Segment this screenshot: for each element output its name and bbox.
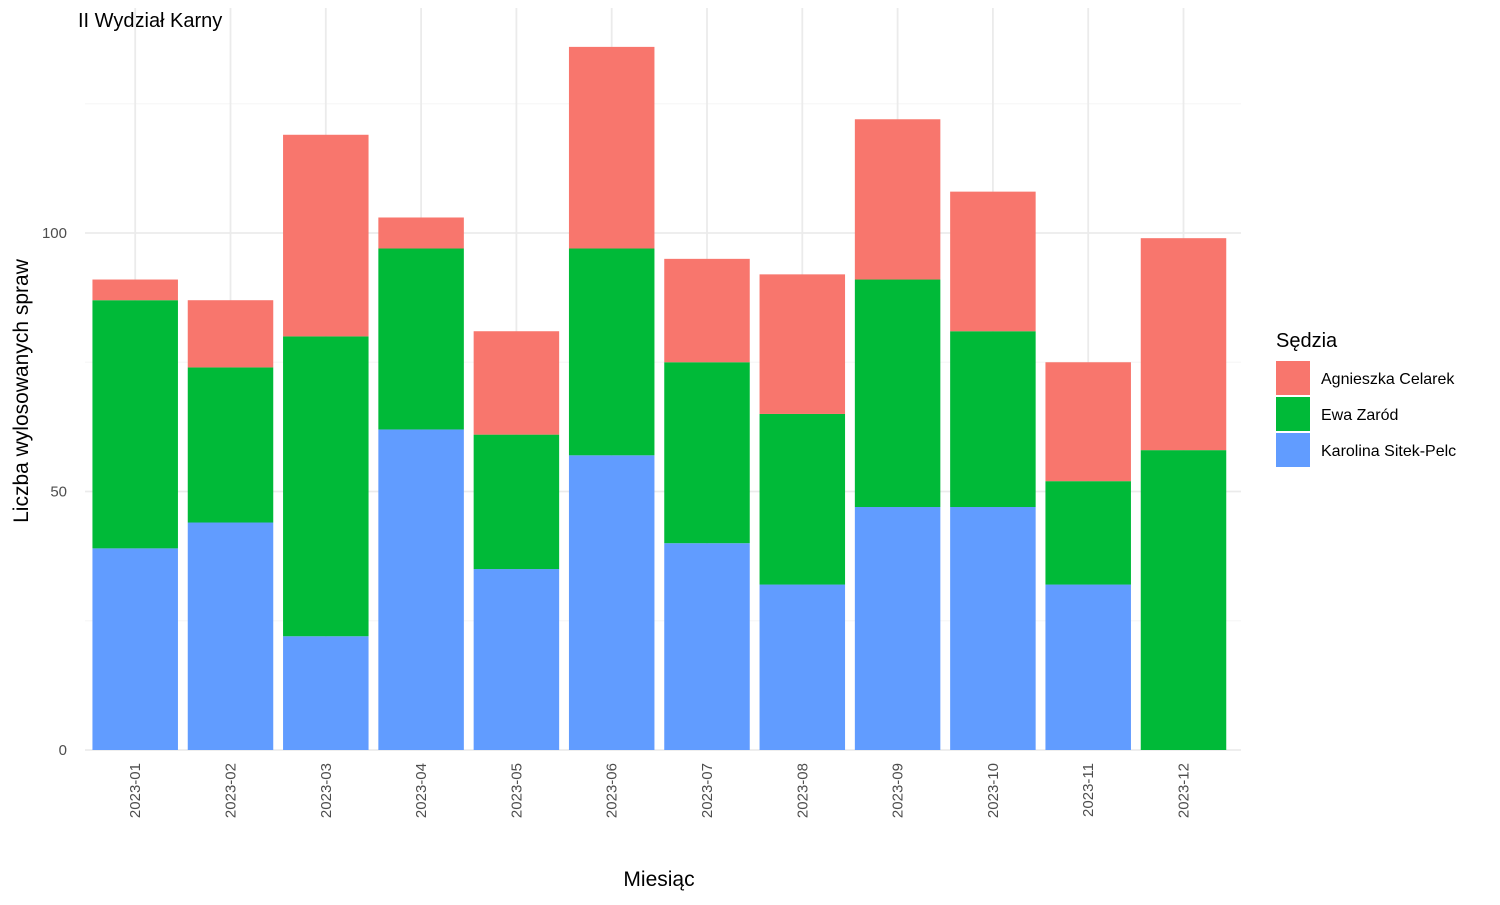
bar-ewa-zar-d-2023-07 [664, 362, 750, 544]
bar-ewa-zar-d-2023-10 [950, 331, 1036, 508]
bar-karolina-sitek-pelc-2023-09 [854, 507, 941, 750]
chart-title: II Wydział Karny [78, 10, 222, 32]
bar-agnieszka-celarek-2023-02 [187, 300, 274, 368]
x-tick-label: 2023-07 [699, 763, 716, 818]
legend: Sędzia Agnieszka Celarek Ewa Zaród Karolin… [1276, 330, 1456, 467]
bar-ewa-zar-d-2023-06 [568, 248, 655, 456]
bar-karolina-sitek-pelc-2023-05 [473, 569, 560, 750]
bar-ewa-zar-d-2023-11 [1045, 481, 1131, 585]
bar-ewa-zar-d-2023-09 [854, 279, 941, 508]
legend-swatch [1276, 397, 1310, 431]
bar-ewa-zar-d-2023-02 [187, 367, 274, 523]
x-tick-label: 2023-12 [1176, 763, 1193, 818]
x-tick-label: 2023-06 [604, 763, 621, 818]
bar-ewa-zar-d-2023-01 [92, 300, 178, 549]
bar-ewa-zar-d-2023-04 [378, 248, 464, 430]
bar-karolina-sitek-pelc-2023-06 [568, 455, 655, 750]
bar-karolina-sitek-pelc-2023-08 [759, 584, 846, 750]
bar-agnieszka-celarek-2023-10 [950, 191, 1036, 332]
x-tick-label: 2023-09 [890, 763, 907, 818]
bar-karolina-sitek-pelc-2023-04 [378, 429, 464, 750]
legend-label: Ewa Zaród [1321, 407, 1398, 424]
bar-ewa-zar-d-2023-08 [759, 413, 846, 585]
x-tick-label: 2023-08 [794, 763, 811, 818]
x-tick-label: 2023-04 [413, 763, 430, 818]
x-tick-label: 2023-03 [318, 763, 335, 818]
x-tick-label: 2023-01 [127, 763, 144, 818]
legend-title: Sędzia [1276, 330, 1338, 352]
bar-agnieszka-celarek-2023-03 [283, 134, 369, 337]
legend-label: Karolina Sitek-Pelc [1321, 443, 1456, 460]
x-tick-label: 2023-11 [1080, 763, 1097, 817]
x-axis-ticks: 2023-01 2023-02 2023-03 2023-04 2023-05 2023-… [127, 763, 1192, 818]
bar-agnieszka-celarek-2023-07 [664, 258, 750, 363]
bar-agnieszka-celarek-2023-08 [759, 274, 846, 414]
bar-agnieszka-celarek-2023-01 [92, 279, 178, 301]
bar-karolina-sitek-pelc-2023-03 [283, 636, 369, 750]
y-tick-label: 50 [50, 484, 67, 501]
bar-karolina-sitek-pelc-2023-10 [950, 507, 1036, 750]
x-axis-title: Miesiąc [623, 868, 694, 891]
legend-label: Agnieszka Celarek [1321, 371, 1455, 388]
bar-ewa-zar-d-2023-03 [283, 336, 369, 637]
bar-karolina-sitek-pelc-2023-11 [1045, 584, 1131, 750]
x-tick-label: 2023-02 [223, 763, 240, 818]
x-tick-label: 2023-05 [508, 763, 525, 818]
bars [92, 46, 1227, 750]
y-axis-ticks: 0 50 100 [42, 225, 67, 759]
bar-karolina-sitek-pelc-2023-02 [187, 522, 274, 750]
x-tick-label: 2023-10 [985, 763, 1002, 818]
legend-swatch [1276, 433, 1310, 467]
bar-agnieszka-celarek-2023-05 [473, 331, 560, 435]
bar-ewa-zar-d-2023-05 [473, 434, 560, 570]
bar-agnieszka-celarek-2023-06 [568, 46, 655, 249]
y-tick-label: 0 [59, 742, 67, 759]
bar-agnieszka-celarek-2023-09 [854, 119, 941, 280]
y-tick-label: 100 [42, 225, 67, 242]
bar-agnieszka-celarek-2023-12 [1140, 238, 1227, 451]
bar-karolina-sitek-pelc-2023-07 [664, 543, 750, 750]
bar-ewa-zar-d-2023-12 [1140, 450, 1227, 750]
bar-karolina-sitek-pelc-2023-01 [92, 548, 178, 750]
bar-agnieszka-celarek-2023-04 [378, 217, 464, 249]
bar-agnieszka-celarek-2023-11 [1045, 362, 1131, 482]
y-axis-title: Liczba wylosowanych spraw [10, 258, 33, 523]
legend-swatch [1276, 361, 1310, 395]
